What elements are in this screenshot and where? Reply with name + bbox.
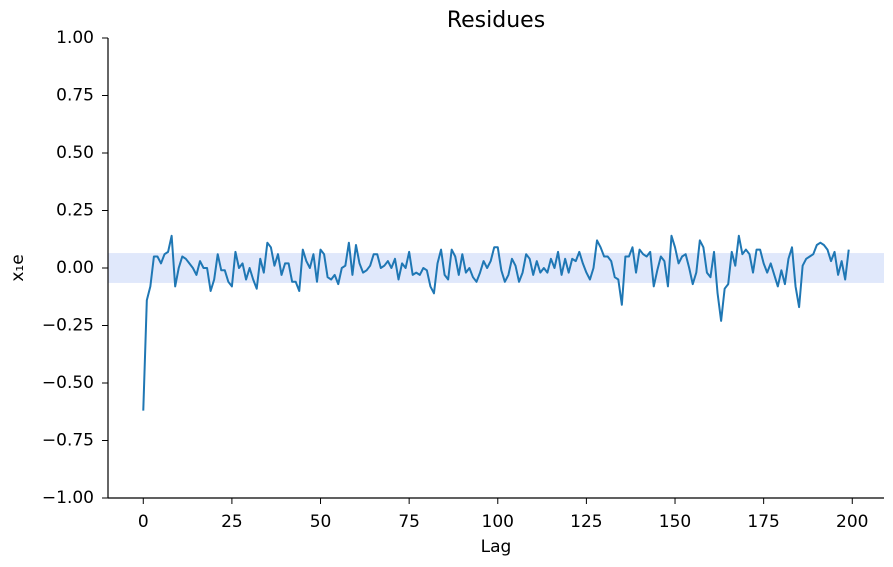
- y-tick-label: −0.25: [42, 316, 94, 336]
- confidence-band: [108, 253, 884, 283]
- x-tick-label: 50: [310, 512, 332, 532]
- x-tick-label: 150: [659, 512, 691, 532]
- data-line: [142, 234, 850, 411]
- y-tick-label: −0.75: [42, 431, 94, 451]
- y-tick-label: 1.00: [56, 28, 94, 48]
- x-tick-label: 125: [570, 512, 602, 532]
- chart-title: Residues: [447, 8, 545, 33]
- y-tick-label: −1.00: [42, 488, 94, 508]
- y-axis-label: x₁e: [8, 254, 28, 281]
- x-axis-label: Lag: [481, 537, 512, 557]
- x-tick-label: 200: [836, 512, 868, 532]
- x-tick-label: 0: [138, 512, 149, 532]
- y-tick-label: −0.50: [42, 373, 94, 393]
- x-tick-label: 75: [398, 512, 420, 532]
- y-tick-label: 0.25: [56, 201, 94, 221]
- x-tick-label: 100: [482, 512, 514, 532]
- x-tick-label: 175: [747, 512, 779, 532]
- y-tick-label: 0.75: [56, 86, 94, 106]
- y-tick-label: 0.50: [56, 143, 94, 163]
- y-tick-label: 0.00: [56, 258, 94, 278]
- x-tick-label: 25: [221, 512, 243, 532]
